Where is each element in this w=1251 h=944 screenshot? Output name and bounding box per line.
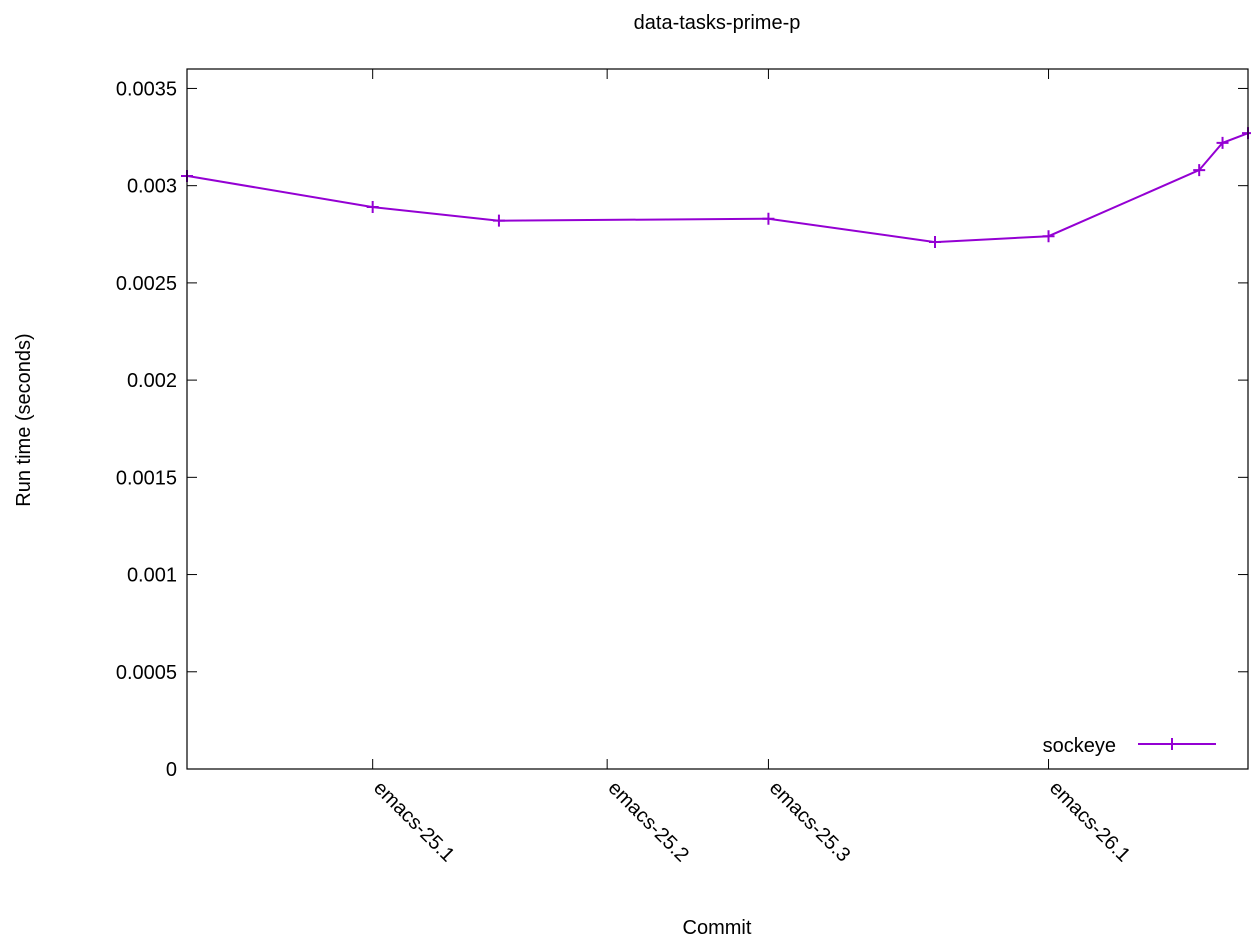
series-layer: [181, 127, 1251, 249]
y-tick-label: 0.0015: [116, 467, 177, 489]
y-tick-label: 0.0035: [116, 78, 177, 100]
y-tick-label: 0: [166, 759, 177, 781]
y-tick-label: 0.001: [127, 565, 177, 587]
legend: sockeye: [1043, 735, 1216, 757]
data-point: [1042, 230, 1055, 243]
data-point: [762, 212, 775, 225]
x-axis-ticks: emacs-25.1 emacs-25.2 emacs-25.3 emacs-26.1: [369, 69, 1134, 866]
chart-title: data-tasks-prime-p: [634, 12, 801, 34]
data-point: [1242, 127, 1251, 140]
x-tick-label: emacs-25.1: [369, 777, 458, 866]
data-point: [929, 236, 942, 249]
legend-label-sockeye: sockeye: [1043, 735, 1116, 757]
series-line-sockeye: [186, 132, 1249, 244]
x-tick-label: emacs-25.3: [765, 777, 854, 866]
y-tick-label: 0.003: [127, 176, 177, 198]
y-tick-label: 0.002: [127, 370, 177, 392]
data-point: [1216, 136, 1229, 149]
x-tick-label: emacs-26.1: [1045, 777, 1134, 866]
data-point: [492, 214, 505, 227]
x-axis-label: Commit: [683, 917, 752, 939]
y-tick-label: 0.0005: [116, 662, 177, 684]
legend-marker-sockeye: [1166, 738, 1178, 750]
y-axis-ticks: 0 0.0005 0.001 0.0015 0.002 0.0025 0.003 0.0035: [116, 78, 1248, 781]
data-point: [1193, 164, 1206, 177]
y-axis-label: Run time (seconds): [13, 333, 35, 506]
x-tick-label: emacs-25.2: [604, 777, 693, 866]
y-tick-label: 0.0025: [116, 273, 177, 295]
data-point: [366, 201, 379, 214]
plot-frame: [186, 68, 1249, 770]
